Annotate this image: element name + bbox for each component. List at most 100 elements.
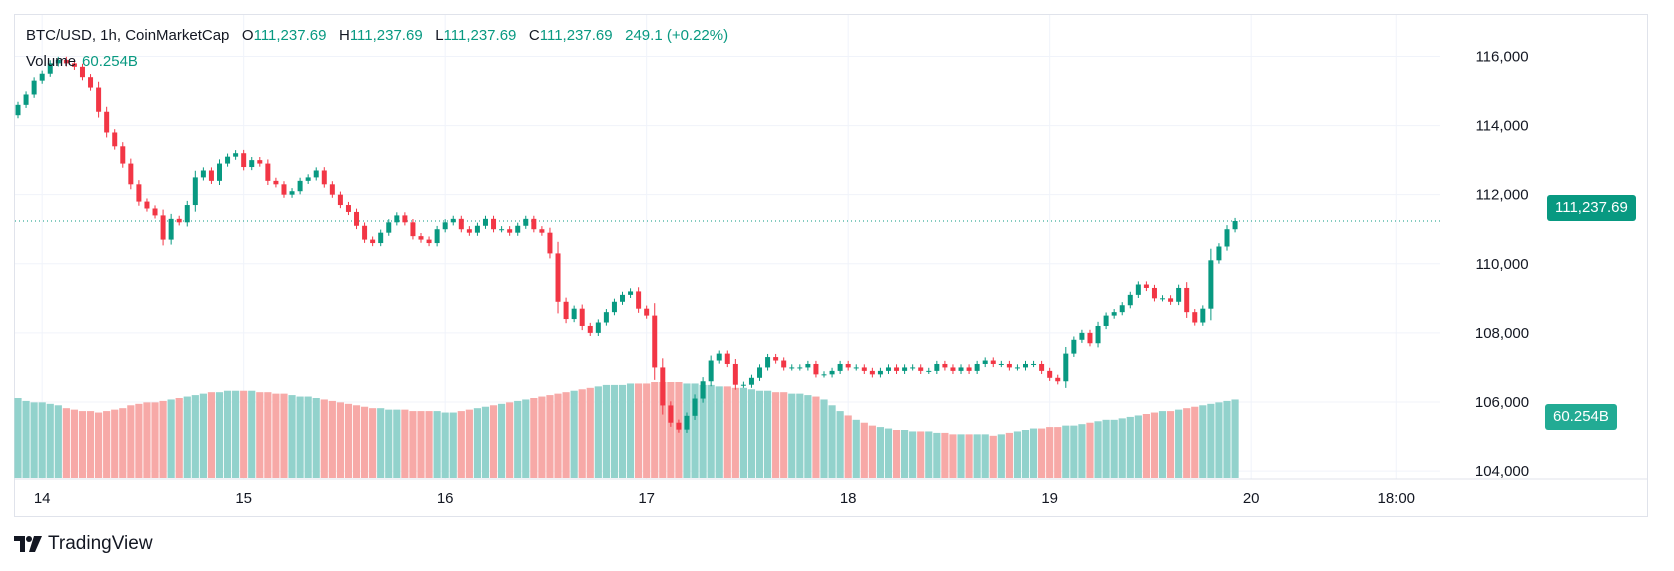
volume-bar <box>1102 419 1110 478</box>
symbol-label[interactable]: BTC/USD, 1h, CoinMarketCap <box>26 27 230 44</box>
candle-body <box>821 374 827 376</box>
volume-bar <box>1005 432 1013 478</box>
volume-bar <box>465 409 473 478</box>
price-axis: 116,000 114,000 112,000 110,000 108,000 106,0… <box>1475 48 1529 480</box>
volume-bar <box>715 386 723 478</box>
volume-bar <box>828 405 836 478</box>
candle-body <box>47 63 53 74</box>
volume-bar <box>1142 414 1150 478</box>
volume-bar <box>70 409 79 478</box>
candle-body <box>305 177 311 181</box>
volume-bar <box>626 383 635 478</box>
open-label: O <box>241 27 254 44</box>
price-tick-label: 116,000 <box>1475 48 1528 65</box>
candle-body <box>539 229 545 233</box>
candle-body <box>241 153 247 168</box>
volume-bar <box>941 432 949 478</box>
candle-body <box>515 225 521 233</box>
candle-body <box>611 301 617 313</box>
candle-body <box>152 208 158 216</box>
candle-body <box>563 301 569 320</box>
candle-body <box>845 363 851 368</box>
time-tick-label: 20 <box>1243 490 1260 507</box>
candle-body <box>1006 363 1012 368</box>
volume-bar <box>691 383 699 478</box>
high-label: H <box>338 27 350 44</box>
candle-body <box>96 87 102 112</box>
candle-body <box>273 180 279 185</box>
candle-body <box>918 367 924 371</box>
candle-body <box>466 229 472 233</box>
close-label: C <box>528 27 540 44</box>
candle-body <box>781 360 787 368</box>
candle-body <box>579 308 585 326</box>
volume-bar <box>119 408 127 478</box>
volume-bar <box>981 434 989 478</box>
volume-bar <box>901 430 909 478</box>
volume-bar <box>1038 428 1046 478</box>
volume-bar <box>344 403 353 478</box>
volume-bar <box>296 396 304 478</box>
candle-body <box>1023 363 1028 368</box>
candle-body <box>136 184 142 202</box>
candle-body <box>410 222 416 237</box>
candle-body <box>144 201 150 209</box>
volume-bar <box>103 411 111 478</box>
volume-bar <box>707 384 715 478</box>
volume-bar <box>506 402 514 478</box>
volume-bar <box>248 390 256 478</box>
volume-bar <box>46 403 54 478</box>
candle-body <box>1135 284 1141 295</box>
volume-bar <box>852 419 860 478</box>
time-tick-label: 14 <box>34 490 51 507</box>
candle-body <box>297 180 303 192</box>
volume-bar <box>933 432 941 478</box>
candle-body <box>499 229 505 231</box>
tradingview-logo[interactable]: TradingView <box>14 533 153 555</box>
high-value: 111,237.69 <box>349 27 423 44</box>
volume-bar <box>86 411 95 478</box>
volume-bar <box>1078 424 1086 478</box>
candle-body <box>55 59 61 64</box>
volume-bar <box>844 415 852 478</box>
volume-bar <box>127 405 135 478</box>
candle-body <box>394 215 400 223</box>
chart-frame <box>14 14 1648 517</box>
candle-body <box>450 218 456 223</box>
volume-bar <box>223 390 232 478</box>
volume-bar <box>755 390 764 478</box>
volume-bar <box>272 393 280 478</box>
volume-bar <box>1231 399 1239 478</box>
candle-body <box>547 232 553 254</box>
candle-body <box>942 363 948 368</box>
candle-body <box>837 363 843 371</box>
volume-bar <box>643 383 651 478</box>
volume-bar <box>498 403 506 478</box>
volume-bar <box>1118 418 1126 478</box>
candle-body <box>894 367 900 371</box>
volume-bar <box>1215 402 1223 478</box>
volume-label[interactable]: Volume <box>26 53 77 70</box>
volume-bar <box>489 405 498 478</box>
candle-body <box>1079 332 1085 340</box>
candle-body <box>507 229 513 233</box>
candle-body <box>160 215 166 240</box>
price-tick-label: 108,000 <box>1475 325 1529 342</box>
candle-body <box>652 315 658 368</box>
volume-bar <box>54 405 62 478</box>
candle-body <box>321 170 327 185</box>
candle-body <box>531 218 537 230</box>
candle-body <box>998 363 1004 365</box>
time-tick-label: 18:00 <box>1377 490 1415 507</box>
candle-body <box>354 211 360 226</box>
volume-bar <box>167 399 175 478</box>
volume-bar <box>95 412 103 478</box>
candle-body <box>1111 312 1117 316</box>
candle-body <box>805 363 811 368</box>
volume-bar <box>747 389 756 478</box>
candle-body <box>184 205 190 223</box>
candle-body <box>225 156 231 164</box>
volume-bar <box>183 396 191 478</box>
volume-bar <box>1223 400 1231 478</box>
price-chart[interactable]: 116,000 114,000 112,000 110,000 108,000 106,0… <box>0 0 1674 520</box>
